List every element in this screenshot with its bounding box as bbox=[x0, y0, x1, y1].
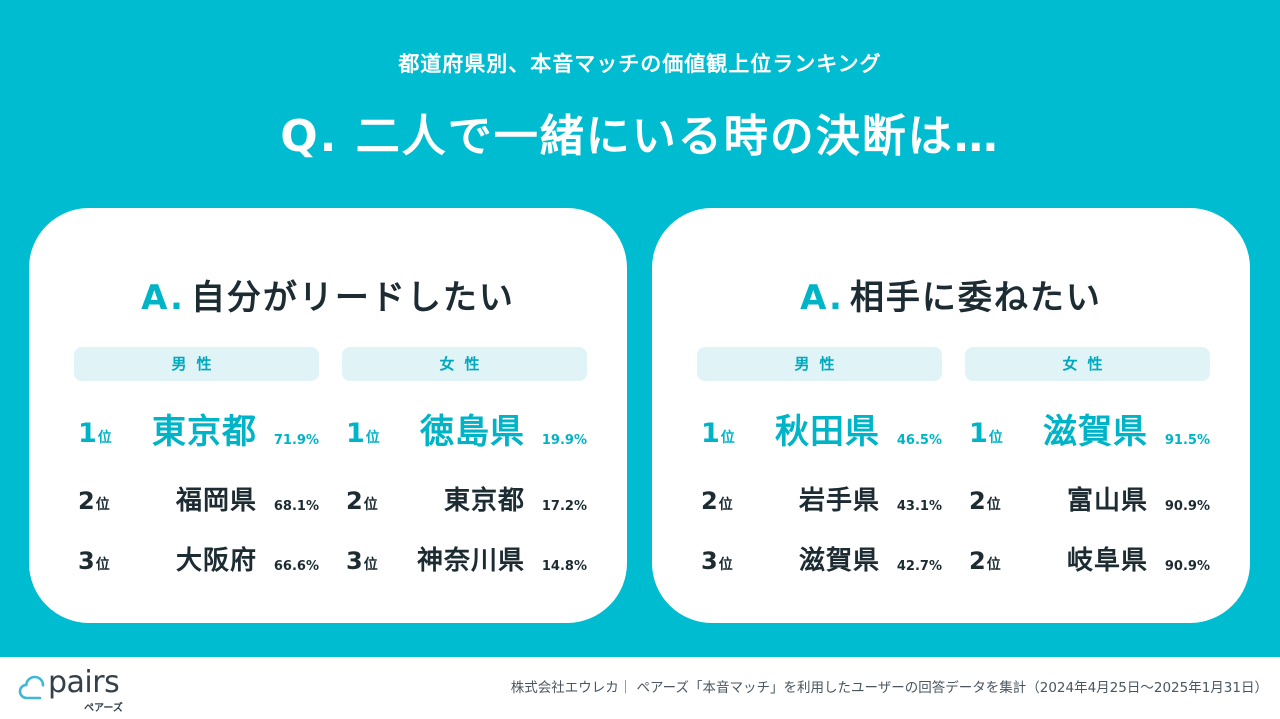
prefecture-name: 福岡県 bbox=[175, 486, 257, 516]
rank-label: 2位 bbox=[701, 487, 733, 515]
pairs-logo: pairs ペアーズ bbox=[18, 665, 128, 714]
ranking-row: 3位 滋賀県 42.7% bbox=[697, 535, 942, 581]
answer-mark: A. bbox=[141, 278, 185, 318]
logo-kana: ペアーズ bbox=[84, 703, 123, 714]
percent-value: 68.1% bbox=[273, 499, 319, 514]
page-title: Q. 二人で一緒にいる時の決断は… bbox=[280, 111, 1000, 162]
percent-value: 91.5% bbox=[1164, 433, 1210, 448]
prefecture-name: 滋賀県 bbox=[1043, 412, 1148, 452]
answer-title: A. 相手に委ねたい bbox=[652, 270, 1250, 319]
ranking-column-female: 女性 1位 滋賀県 91.5% 2位 富山県 90.9% 2位 岐阜県 90.9… bbox=[965, 347, 1210, 576]
prefecture-name: 岐阜県 bbox=[1066, 546, 1148, 576]
prefecture-name: 大阪府 bbox=[175, 546, 257, 576]
ranking-row: 3位 大阪府 66.6% bbox=[74, 535, 319, 581]
percent-value: 43.1% bbox=[896, 499, 942, 514]
prefecture-name: 岩手県 bbox=[798, 486, 880, 516]
rank-label: 2位 bbox=[969, 547, 1001, 575]
percent-value: 14.8% bbox=[541, 559, 587, 574]
rank-label: 2位 bbox=[78, 487, 110, 515]
ranking-column-female: 女性 1位 徳島県 19.9% 2位 東京都 17.2% 3位 神奈川県 14.… bbox=[342, 347, 587, 576]
gender-label: 男性 bbox=[697, 347, 942, 381]
gender-label: 女性 bbox=[342, 347, 587, 381]
ranking-row: 2位 東京都 17.2% bbox=[342, 475, 587, 521]
rank-label: 3位 bbox=[701, 547, 733, 575]
ranking-column-male: 男性 1位 秋田県 46.5% 2位 岩手県 43.1% 3位 滋賀県 42.7… bbox=[697, 347, 942, 576]
rank-label: 1位 bbox=[969, 418, 1003, 449]
ranking-row: 1位 徳島県 19.9% bbox=[342, 409, 587, 455]
answer-text: 自分がリードしたい bbox=[190, 278, 515, 318]
source-note: 株式会社エウレカ｜ ペアーズ「本音マッチ」を利用したユーザーの回答データを集計（… bbox=[510, 680, 1268, 696]
prefecture-name: 秋田県 bbox=[775, 412, 880, 452]
percent-value: 90.9% bbox=[1164, 559, 1210, 574]
prefecture-name: 東京都 bbox=[443, 486, 525, 516]
percent-value: 17.2% bbox=[541, 499, 587, 514]
answer-title: A. 自分がリードしたい bbox=[29, 270, 627, 319]
answer-text: 相手に委ねたい bbox=[849, 278, 1102, 318]
percent-value: 90.9% bbox=[1164, 499, 1210, 514]
percent-value: 46.5% bbox=[896, 433, 942, 448]
prefecture-name: 東京都 bbox=[152, 412, 257, 452]
prefecture-name: 富山県 bbox=[1066, 486, 1148, 516]
percent-value: 42.7% bbox=[896, 559, 942, 574]
prefecture-name: 神奈川県 bbox=[416, 546, 525, 576]
rank-label: 1位 bbox=[701, 418, 735, 449]
answer-card-lead: A. 自分がリードしたい 男性 1位 東京都 71.9% 2位 福岡県 68.1%… bbox=[29, 208, 627, 623]
gender-label: 男性 bbox=[74, 347, 319, 381]
prefecture-name: 滋賀県 bbox=[798, 546, 880, 576]
rank-label: 3位 bbox=[78, 547, 110, 575]
ranking-row: 2位 岩手県 43.1% bbox=[697, 475, 942, 521]
percent-value: 19.9% bbox=[541, 433, 587, 448]
cloud-icon bbox=[18, 675, 45, 700]
page-subtitle: 都道府県別、本音マッチの価値観上位ランキング bbox=[398, 52, 882, 76]
rank-label: 1位 bbox=[346, 418, 380, 449]
ranking-row: 2位 富山県 90.9% bbox=[965, 475, 1210, 521]
rank-label: 2位 bbox=[969, 487, 1001, 515]
ranking-row: 3位 神奈川県 14.8% bbox=[342, 535, 587, 581]
gender-label: 女性 bbox=[965, 347, 1210, 381]
ranking-row: 2位 岐阜県 90.9% bbox=[965, 535, 1210, 581]
percent-value: 71.9% bbox=[273, 433, 319, 448]
logo-wordmark: pairs bbox=[48, 665, 120, 700]
answer-mark: A. bbox=[800, 278, 844, 318]
ranking-row: 1位 東京都 71.9% bbox=[74, 409, 319, 455]
rank-label: 3位 bbox=[346, 547, 378, 575]
prefecture-name: 徳島県 bbox=[420, 412, 525, 452]
percent-value: 66.6% bbox=[273, 559, 319, 574]
answer-card-defer: A. 相手に委ねたい 男性 1位 秋田県 46.5% 2位 岩手県 43.1% 3… bbox=[652, 208, 1250, 623]
ranking-column-male: 男性 1位 東京都 71.9% 2位 福岡県 68.1% 3位 大阪府 66.6… bbox=[74, 347, 319, 576]
rank-label: 2位 bbox=[346, 487, 378, 515]
ranking-row: 2位 福岡県 68.1% bbox=[74, 475, 319, 521]
ranking-row: 1位 滋賀県 91.5% bbox=[965, 409, 1210, 455]
rank-label: 1位 bbox=[78, 418, 112, 449]
ranking-row: 1位 秋田県 46.5% bbox=[697, 409, 942, 455]
